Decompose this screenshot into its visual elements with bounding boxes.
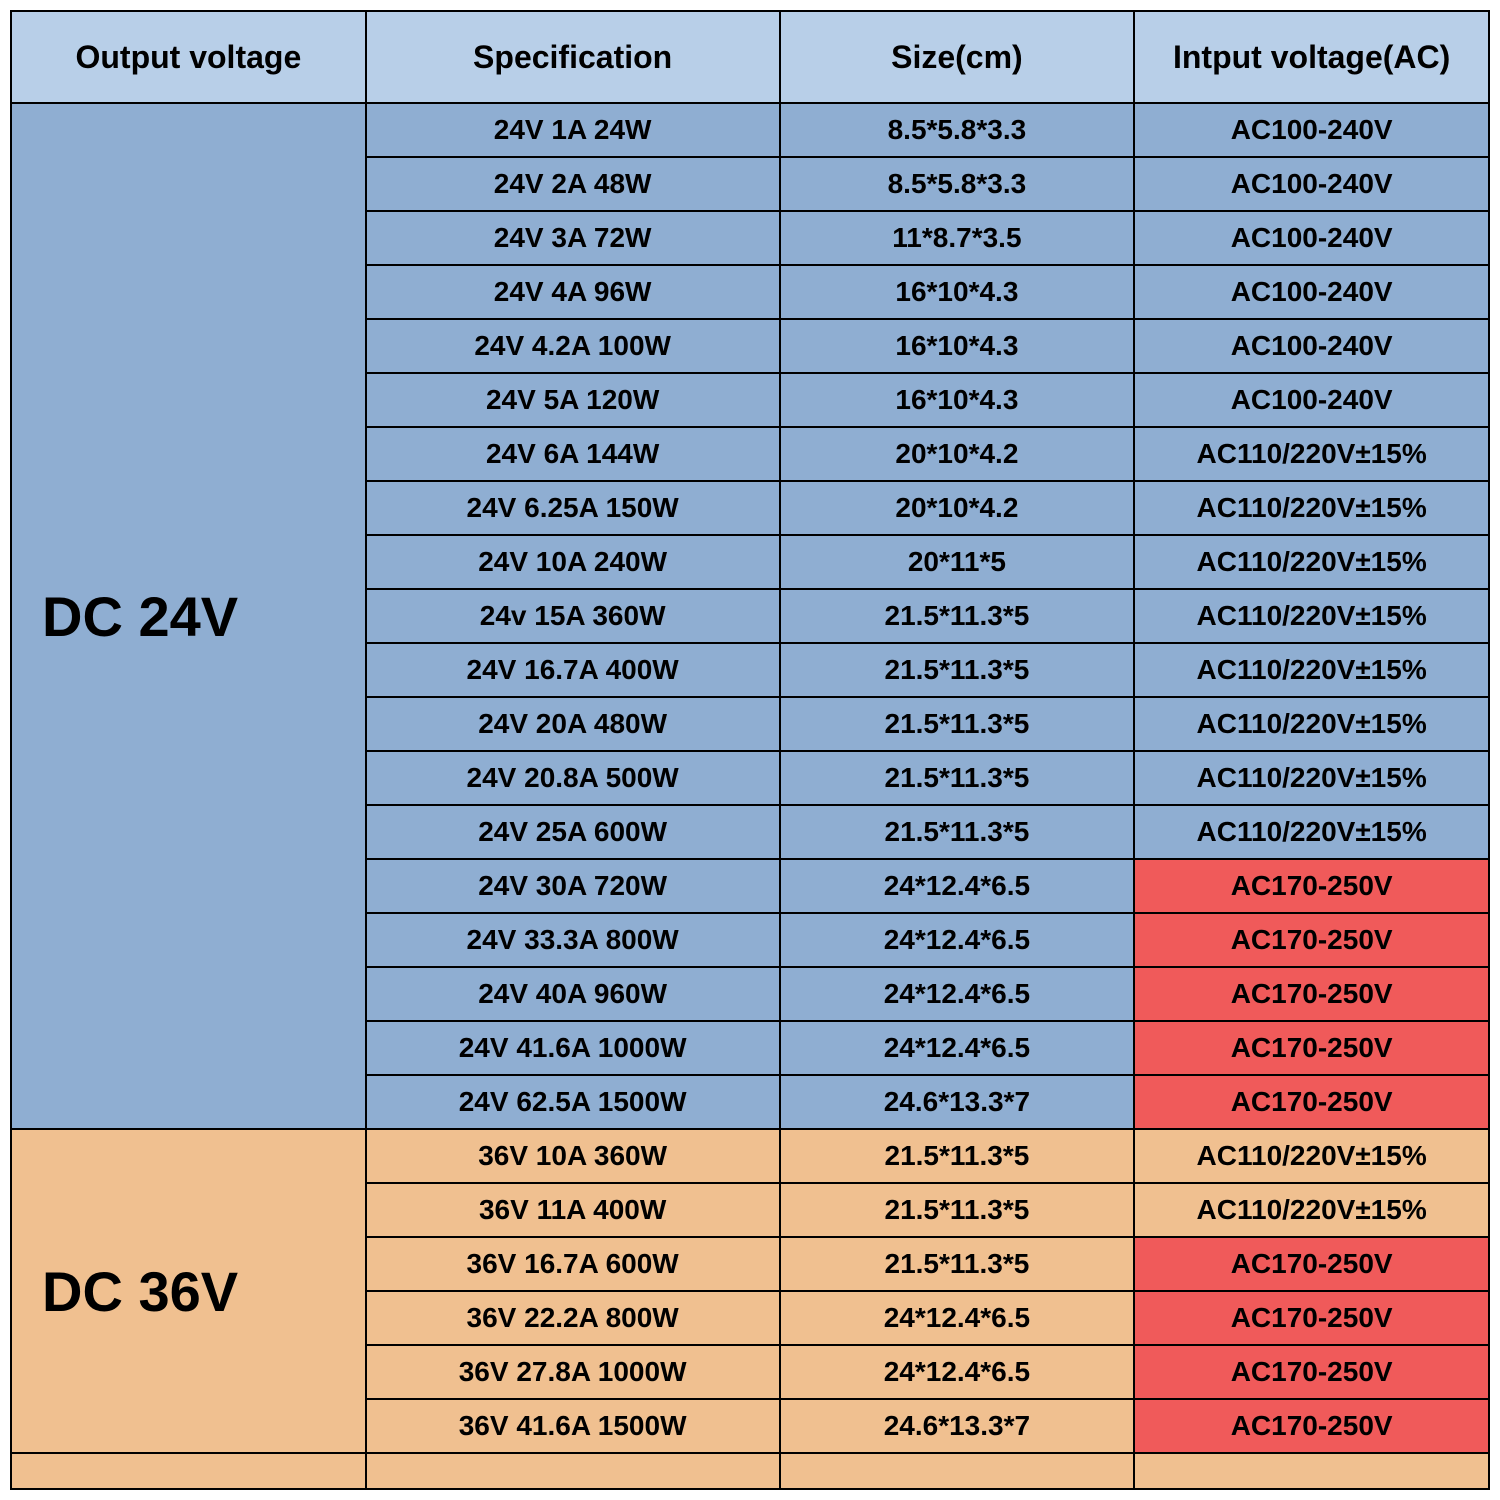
spec-cell: 24V 2A 48W (366, 157, 780, 211)
input-voltage-cell: AC100-240V (1134, 265, 1489, 319)
spec-cell: 24V 5A 120W (366, 373, 780, 427)
spec-cell: 24V 62.5A 1500W (366, 1075, 780, 1129)
spec-cell: 24V 25A 600W (366, 805, 780, 859)
spec-cell: 24V 20.8A 500W (366, 751, 780, 805)
spec-cell: 24V 16.7A 400W (366, 643, 780, 697)
input-voltage-cell: AC170-250V (1134, 913, 1489, 967)
col-header-2: Size(cm) (780, 11, 1135, 103)
spec-cell: 24v 15A 360W (366, 589, 780, 643)
table-row: DC 24V24V 1A 24W8.5*5.8*3.3AC100-240V (11, 103, 1489, 157)
input-voltage-cell: AC100-240V (1134, 103, 1489, 157)
table-header-row: Output voltageSpecificationSize(cm)Intpu… (11, 11, 1489, 103)
spec-cell: 36V 41.6A 1500W (366, 1399, 780, 1453)
input-voltage-cell: AC170-250V (1134, 1291, 1489, 1345)
spec-cell: 24V 6A 144W (366, 427, 780, 481)
input-voltage-cell: AC170-250V (1134, 859, 1489, 913)
size-cell: 24.6*13.3*7 (780, 1399, 1135, 1453)
input-voltage-cell: AC110/220V±15% (1134, 697, 1489, 751)
input-voltage-cell: AC170-250V (1134, 1345, 1489, 1399)
footer-cell (780, 1453, 1135, 1489)
input-voltage-cell: AC170-250V (1134, 1021, 1489, 1075)
spec-cell: 24V 30A 720W (366, 859, 780, 913)
spec-cell: 24V 33.3A 800W (366, 913, 780, 967)
size-cell: 16*10*4.3 (780, 373, 1135, 427)
table-row: DC 36V36V 10A 360W21.5*11.3*5AC110/220V±… (11, 1129, 1489, 1183)
input-voltage-cell: AC110/220V±15% (1134, 805, 1489, 859)
spec-cell: 24V 40A 960W (366, 967, 780, 1021)
group-label-1: DC 36V (11, 1129, 366, 1453)
spec-cell: 24V 10A 240W (366, 535, 780, 589)
size-cell: 16*10*4.3 (780, 265, 1135, 319)
spec-cell: 36V 16.7A 600W (366, 1237, 780, 1291)
input-voltage-cell: AC170-250V (1134, 967, 1489, 1021)
footer-cell (1134, 1453, 1489, 1489)
spec-cell: 24V 3A 72W (366, 211, 780, 265)
spec-cell: 36V 10A 360W (366, 1129, 780, 1183)
input-voltage-cell: AC100-240V (1134, 157, 1489, 211)
size-cell: 24*12.4*6.5 (780, 967, 1135, 1021)
footer-cell (366, 1453, 780, 1489)
size-cell: 21.5*11.3*5 (780, 1237, 1135, 1291)
footer-empty-row (11, 1453, 1489, 1489)
size-cell: 21.5*11.3*5 (780, 805, 1135, 859)
input-voltage-cell: AC110/220V±15% (1134, 589, 1489, 643)
spec-cell: 36V 11A 400W (366, 1183, 780, 1237)
spec-cell: 24V 4.2A 100W (366, 319, 780, 373)
size-cell: 21.5*11.3*5 (780, 1129, 1135, 1183)
input-voltage-cell: AC110/220V±15% (1134, 481, 1489, 535)
size-cell: 8.5*5.8*3.3 (780, 103, 1135, 157)
size-cell: 24*12.4*6.5 (780, 1291, 1135, 1345)
col-header-0: Output voltage (11, 11, 366, 103)
spec-cell: 24V 1A 24W (366, 103, 780, 157)
size-cell: 21.5*11.3*5 (780, 1183, 1135, 1237)
input-voltage-cell: AC100-240V (1134, 319, 1489, 373)
input-voltage-cell: AC170-250V (1134, 1237, 1489, 1291)
size-cell: 21.5*11.3*5 (780, 643, 1135, 697)
col-header-1: Specification (366, 11, 780, 103)
size-cell: 24*12.4*6.5 (780, 913, 1135, 967)
group-label-0: DC 24V (11, 103, 366, 1129)
spec-cell: 24V 6.25A 150W (366, 481, 780, 535)
input-voltage-cell: AC100-240V (1134, 211, 1489, 265)
size-cell: 21.5*11.3*5 (780, 589, 1135, 643)
input-voltage-cell: AC110/220V±15% (1134, 535, 1489, 589)
input-voltage-cell: AC110/220V±15% (1134, 427, 1489, 481)
size-cell: 20*11*5 (780, 535, 1135, 589)
size-cell: 16*10*4.3 (780, 319, 1135, 373)
input-voltage-cell: AC110/220V±15% (1134, 1183, 1489, 1237)
input-voltage-cell: AC170-250V (1134, 1075, 1489, 1129)
size-cell: 8.5*5.8*3.3 (780, 157, 1135, 211)
input-voltage-cell: AC110/220V±15% (1134, 1129, 1489, 1183)
input-voltage-cell: AC100-240V (1134, 373, 1489, 427)
size-cell: 20*10*4.2 (780, 481, 1135, 535)
input-voltage-cell: AC110/220V±15% (1134, 643, 1489, 697)
input-voltage-cell: AC170-250V (1134, 1399, 1489, 1453)
spec-cell: 24V 41.6A 1000W (366, 1021, 780, 1075)
size-cell: 11*8.7*3.5 (780, 211, 1135, 265)
size-cell: 24*12.4*6.5 (780, 1021, 1135, 1075)
power-supply-table: Output voltageSpecificationSize(cm)Intpu… (10, 10, 1490, 1490)
input-voltage-cell: AC110/220V±15% (1134, 751, 1489, 805)
size-cell: 24.6*13.3*7 (780, 1075, 1135, 1129)
size-cell: 21.5*11.3*5 (780, 751, 1135, 805)
size-cell: 21.5*11.3*5 (780, 697, 1135, 751)
spec-cell: 36V 22.2A 800W (366, 1291, 780, 1345)
size-cell: 24*12.4*6.5 (780, 859, 1135, 913)
size-cell: 20*10*4.2 (780, 427, 1135, 481)
spec-cell: 24V 4A 96W (366, 265, 780, 319)
size-cell: 24*12.4*6.5 (780, 1345, 1135, 1399)
spec-cell: 24V 20A 480W (366, 697, 780, 751)
spec-cell: 36V 27.8A 1000W (366, 1345, 780, 1399)
footer-cell (11, 1453, 366, 1489)
col-header-3: Intput voltage(AC) (1134, 11, 1489, 103)
